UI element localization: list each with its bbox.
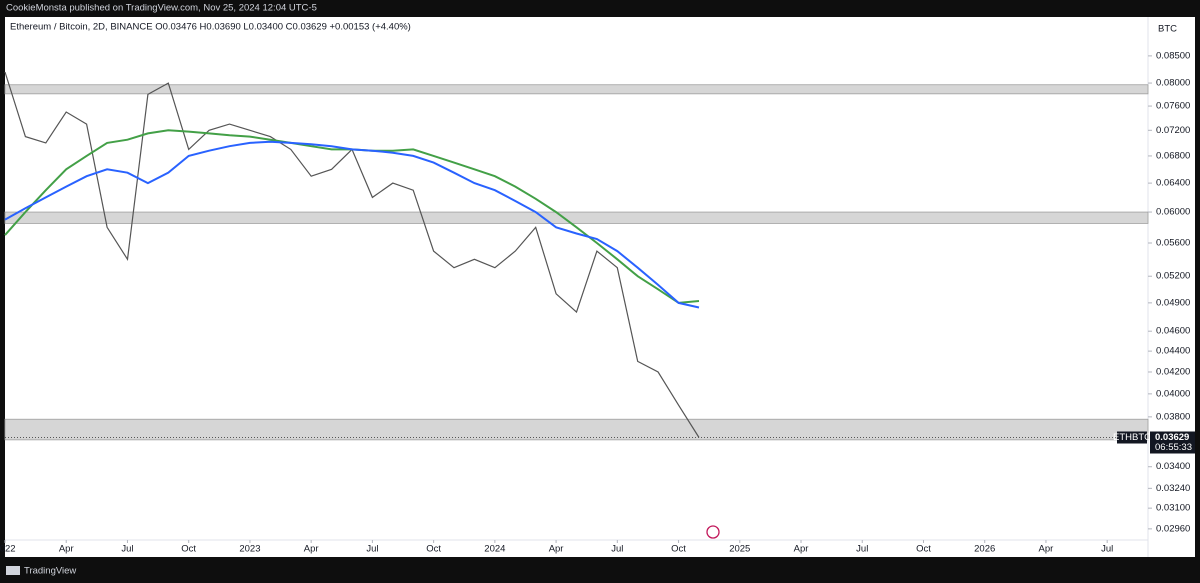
currency-label: BTC <box>1158 24 1177 35</box>
y-tick-label: 0.04600 <box>1156 326 1190 337</box>
y-tick-label: 0.04900 <box>1156 297 1190 308</box>
y-tick-label: 0.04200 <box>1156 366 1190 377</box>
zone-band <box>4 211 1149 224</box>
x-tick-label: 2026 <box>974 544 995 555</box>
y-tick-label: 0.02960 <box>1156 523 1190 534</box>
countdown-label: 06:55:33 <box>1155 442 1192 453</box>
brand-logo <box>6 566 20 575</box>
x-tick-label: Apr <box>59 544 74 555</box>
y-tick-label: 0.05600 <box>1156 238 1190 249</box>
x-tick-label: 2025 <box>729 544 750 555</box>
brand: TradingView <box>6 566 76 577</box>
last-price-label: 0.03629 <box>1155 432 1189 443</box>
x-tick-label: Oct <box>426 544 441 555</box>
x-tick-label: Jul <box>121 544 133 555</box>
y-tick-label: 0.06400 <box>1156 178 1190 189</box>
x-tick-label: Apr <box>1039 544 1054 555</box>
x-tick-label: Apr <box>794 544 809 555</box>
y-tick-label: 0.03800 <box>1156 411 1190 422</box>
event-icon <box>706 525 720 539</box>
series-line <box>4 140 700 309</box>
chart-panel <box>5 17 1195 557</box>
x-tick-label: Oct <box>916 544 931 555</box>
x-tick-label: Jul <box>611 544 623 555</box>
symbol-label: ETHBTC <box>1113 432 1151 443</box>
x-tick-label: 2022 <box>0 544 16 555</box>
y-tick-label: 0.05200 <box>1156 271 1190 282</box>
zone-band <box>4 418 1149 441</box>
x-tick-label: 2023 <box>239 544 260 555</box>
x-tick-label: 2024 <box>484 544 505 555</box>
y-tick-label: 0.04400 <box>1156 346 1190 357</box>
x-tick-label: Jul <box>366 544 378 555</box>
price-tag <box>1150 431 1195 454</box>
y-tick-label: 0.08000 <box>1156 78 1190 89</box>
x-tick-label: Apr <box>549 544 564 555</box>
x-tick-label: Apr <box>304 544 319 555</box>
publisher-line: CookieMonsta published on TradingView.co… <box>6 3 317 14</box>
symbol-tag <box>1117 431 1147 444</box>
y-tick-label: 0.07200 <box>1156 125 1190 136</box>
y-tick-label: 0.06000 <box>1156 207 1190 218</box>
x-tick-label: Jul <box>856 544 868 555</box>
x-tick-label: Jul <box>1101 544 1113 555</box>
zone-band <box>4 84 1149 95</box>
y-tick-label: 0.07600 <box>1156 101 1190 112</box>
x-tick-label: Oct <box>181 544 196 555</box>
brand-name: TradingView <box>24 566 76 577</box>
y-tick-label: 0.03100 <box>1156 503 1190 514</box>
y-tick-label: 0.06800 <box>1156 150 1190 161</box>
x-tick-label: Oct <box>671 544 686 555</box>
y-tick-label: 0.03240 <box>1156 483 1190 494</box>
y-tick-label: 0.03400 <box>1156 461 1190 472</box>
y-tick-label: 0.04000 <box>1156 388 1190 399</box>
legend-line: Ethereum / Bitcoin, 2D, BINANCE O0.03476… <box>10 22 411 33</box>
y-tick-label: 0.08500 <box>1156 50 1190 61</box>
